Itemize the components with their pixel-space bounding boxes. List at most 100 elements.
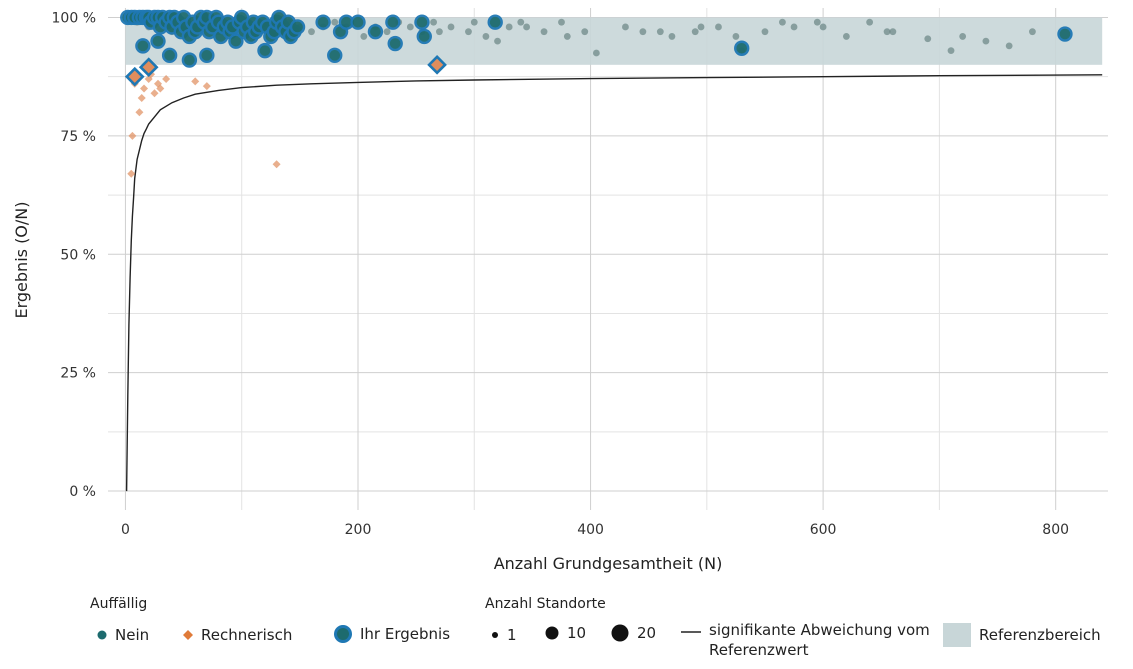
point-nein bbox=[447, 23, 455, 31]
point-rechnerisch bbox=[162, 75, 171, 84]
point-nein bbox=[470, 18, 478, 26]
point-rechnerisch bbox=[202, 82, 211, 91]
legend-size-label-1: 1 bbox=[507, 626, 517, 644]
point-nein bbox=[959, 33, 967, 40]
point-ihr-ergebnis bbox=[228, 33, 244, 49]
legend-line-icon bbox=[681, 631, 701, 633]
x-tick-label: 0 bbox=[121, 522, 130, 538]
threshold-curve bbox=[125, 74, 1103, 492]
point-nein bbox=[465, 28, 472, 36]
threshold-curve-line bbox=[125, 74, 1103, 492]
x-axis-ticks: 0 200 400 600 800 bbox=[121, 522, 1069, 538]
point-nein bbox=[523, 23, 531, 31]
x-axis-title: Anzahl Grundgesamtheit (N) bbox=[494, 554, 723, 573]
point-nein bbox=[482, 33, 490, 40]
legend-item-band: Referenzbereich bbox=[942, 622, 1101, 648]
legend-size-medium-icon bbox=[545, 626, 559, 640]
point-ihr-ergebnis bbox=[289, 19, 306, 35]
point-ihr-ergebnis bbox=[199, 47, 215, 64]
point-nein bbox=[1029, 28, 1036, 36]
point-nein bbox=[430, 18, 437, 26]
legend-size-20: 20 bbox=[610, 623, 656, 643]
x-tick-label: 200 bbox=[345, 522, 372, 538]
point-nein bbox=[866, 18, 874, 26]
y-tick-label: 75 % bbox=[60, 129, 96, 145]
point-nein bbox=[540, 28, 548, 36]
point-nein bbox=[842, 33, 850, 40]
point-nein bbox=[819, 23, 827, 31]
scatter-chart: 0 200 400 600 800 0 % 25 % 50 % 75 % 100 % Anzah… bbox=[12, 8, 1108, 573]
y-axis-title: Ergebnis (O/N) bbox=[12, 201, 31, 318]
point-nein bbox=[1005, 42, 1013, 50]
point-ihr-ergebnis bbox=[327, 47, 343, 64]
point-nein bbox=[406, 23, 414, 31]
y-tick-label: 0 % bbox=[69, 484, 96, 500]
point-nein bbox=[982, 37, 990, 45]
legend-item-rechnerisch: Rechnerisch bbox=[182, 626, 292, 644]
point-nein bbox=[494, 37, 501, 45]
point-rechnerisch bbox=[135, 108, 144, 117]
point-nein bbox=[435, 28, 443, 36]
point-ihr-ergebnis-rechnerisch bbox=[427, 54, 447, 75]
point-ihr-ergebnis bbox=[416, 28, 432, 45]
x-tick-label: 600 bbox=[810, 522, 837, 538]
point-ihr-ergebnis bbox=[135, 38, 151, 54]
point-nein bbox=[383, 28, 391, 36]
point-nein bbox=[697, 23, 705, 31]
point-ihr-ergebnis bbox=[385, 14, 401, 30]
point-rechnerisch bbox=[156, 84, 165, 93]
point-nein bbox=[691, 28, 699, 36]
point-rechnerisch bbox=[191, 77, 200, 86]
series-ihr-ergebnis-rechnerisch bbox=[124, 54, 447, 87]
point-nein bbox=[883, 28, 891, 36]
point-nein bbox=[813, 18, 821, 26]
point-nein bbox=[639, 28, 647, 36]
x-tick-label: 800 bbox=[1042, 522, 1069, 538]
point-nein bbox=[592, 49, 600, 57]
point-nein bbox=[331, 18, 339, 26]
legend-size-1: 1 bbox=[490, 626, 517, 644]
point-ihr-ergebnis bbox=[150, 33, 166, 49]
point-ihr-ergebnis bbox=[257, 42, 273, 59]
point-ihr-ergebnis bbox=[487, 14, 503, 30]
point-nein bbox=[563, 33, 571, 40]
legend-size-small-icon bbox=[492, 632, 498, 638]
legend-size-label-20: 20 bbox=[637, 624, 657, 642]
legend-large-circle-icon bbox=[334, 625, 352, 643]
series-ihr-ergebnis bbox=[120, 9, 1073, 68]
point-rechnerisch bbox=[137, 93, 146, 102]
point-nein bbox=[761, 28, 769, 36]
point-nein bbox=[581, 28, 589, 36]
point-nein bbox=[308, 28, 315, 36]
point-ihr-ergebnis bbox=[1057, 26, 1073, 42]
point-ihr-ergebnis bbox=[181, 52, 198, 68]
y-tick-label: 100 % bbox=[52, 10, 96, 26]
point-nein bbox=[924, 35, 932, 43]
legend-band-swatch-icon bbox=[943, 623, 971, 647]
legend-label-rechnerisch: Rechnerisch bbox=[201, 626, 293, 644]
point-ihr-ergebnis bbox=[315, 14, 331, 30]
point-ihr-ergebnis bbox=[414, 14, 430, 30]
point-ihr-ergebnis bbox=[734, 40, 750, 56]
point-rechnerisch bbox=[127, 169, 136, 178]
legend-item-nein: Nein bbox=[96, 626, 149, 644]
point-nein bbox=[947, 47, 955, 55]
point-rechnerisch bbox=[150, 89, 159, 98]
point-nein bbox=[779, 18, 786, 26]
data-points bbox=[120, 9, 1073, 178]
point-ihr-ergebnis bbox=[387, 35, 403, 52]
point-nein bbox=[715, 23, 722, 31]
y-axis-ticks: 0 % 25 % 50 % 75 % 100 % bbox=[52, 10, 96, 500]
legend-item-curve: signifikante Abweichung vom Referenzwert bbox=[680, 620, 949, 660]
y-tick-label: 25 % bbox=[60, 366, 96, 382]
point-ihr-ergebnis bbox=[367, 23, 384, 40]
grid-lines bbox=[108, 8, 1108, 510]
point-nein bbox=[360, 33, 368, 40]
legend-circle-icon bbox=[97, 630, 107, 640]
legend-diamond-icon bbox=[183, 630, 193, 640]
legend-size-label-10: 10 bbox=[567, 624, 587, 642]
legend-label-nein: Nein bbox=[115, 626, 150, 644]
legend-size-10: 10 bbox=[544, 624, 586, 642]
point-nein bbox=[790, 23, 798, 31]
point-nein bbox=[505, 23, 513, 31]
